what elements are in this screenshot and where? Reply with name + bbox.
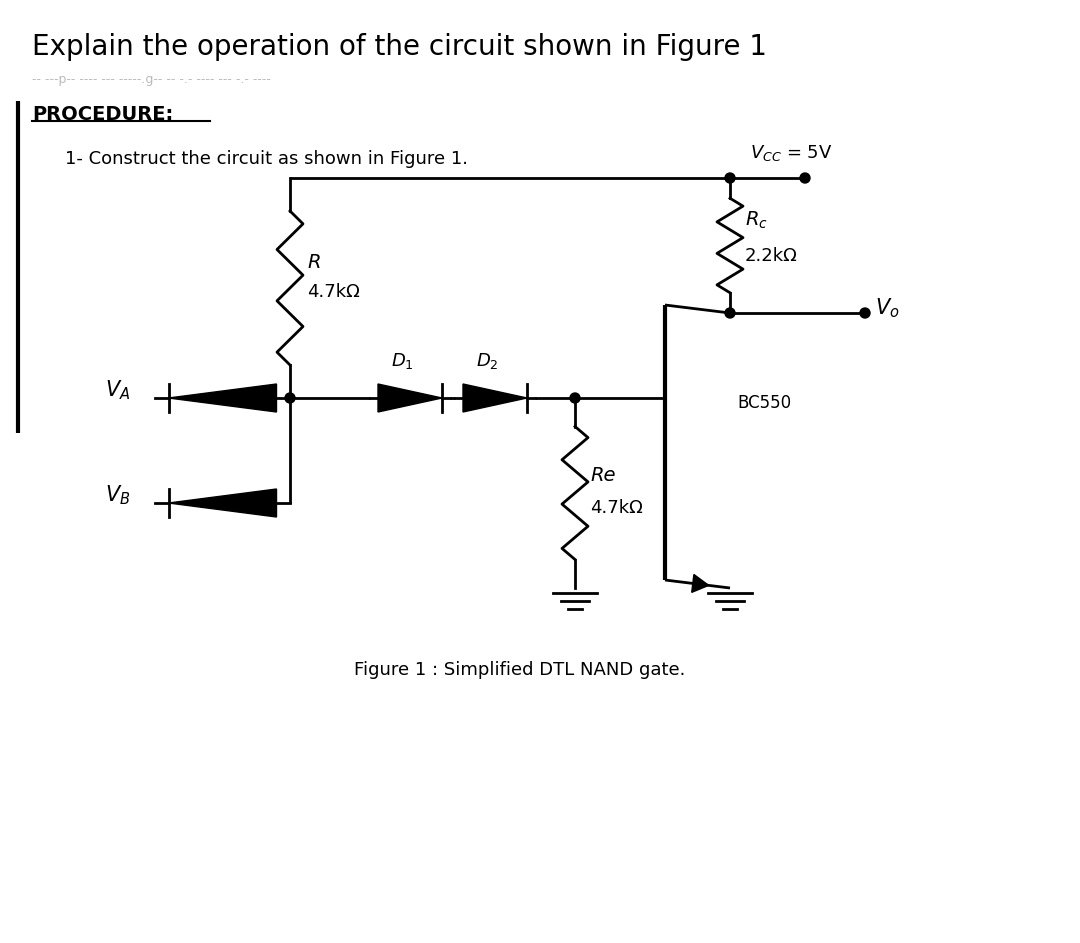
Text: BC550: BC550 xyxy=(737,394,792,412)
Polygon shape xyxy=(378,384,442,412)
Circle shape xyxy=(725,308,735,318)
Polygon shape xyxy=(463,384,527,412)
Text: $V_o$: $V_o$ xyxy=(875,296,900,320)
Polygon shape xyxy=(168,384,276,412)
Text: Figure 1 : Simplified DTL NAND gate.: Figure 1 : Simplified DTL NAND gate. xyxy=(354,661,686,679)
Circle shape xyxy=(725,173,735,183)
Text: 4.7kΩ: 4.7kΩ xyxy=(307,283,360,301)
Text: 4.7kΩ: 4.7kΩ xyxy=(590,499,643,517)
Text: $D_1$: $D_1$ xyxy=(391,351,414,371)
Text: R: R xyxy=(307,253,321,272)
Text: Explain the operation of the circuit shown in Figure 1: Explain the operation of the circuit sho… xyxy=(32,33,767,61)
Circle shape xyxy=(800,173,810,183)
Text: $\mathit{V_{CC}}$ = 5V: $\mathit{V_{CC}}$ = 5V xyxy=(750,143,833,163)
Text: -- ---p-- ---- --- -----.g-- -- -.- ---- --- -.- ----: -- ---p-- ---- --- -----.g-- -- -.- ----… xyxy=(32,73,271,86)
Circle shape xyxy=(285,393,295,403)
Circle shape xyxy=(570,393,580,403)
Circle shape xyxy=(860,308,870,318)
Text: $D_2$: $D_2$ xyxy=(475,351,498,371)
Polygon shape xyxy=(168,489,276,517)
Polygon shape xyxy=(691,574,708,592)
Text: $V_A$: $V_A$ xyxy=(105,378,131,402)
Text: $V_B$: $V_B$ xyxy=(105,483,131,506)
Text: Re: Re xyxy=(590,466,616,485)
Text: 2.2kΩ: 2.2kΩ xyxy=(745,246,798,264)
Text: PROCEDURE:: PROCEDURE: xyxy=(32,105,173,124)
Text: $R_c$: $R_c$ xyxy=(745,210,768,231)
Text: 1- Construct the circuit as shown in Figure 1.: 1- Construct the circuit as shown in Fig… xyxy=(65,150,468,168)
